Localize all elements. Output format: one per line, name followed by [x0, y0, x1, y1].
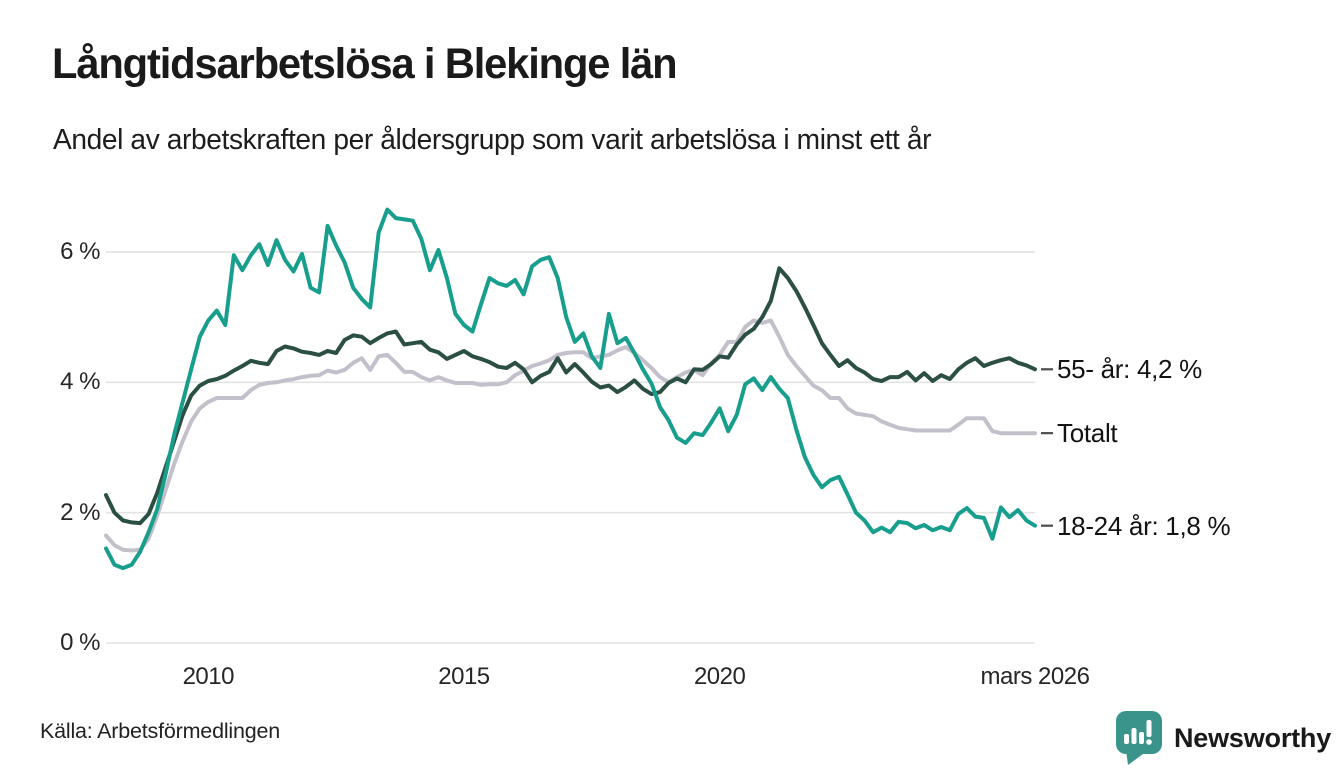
newsworthy-logo: Newsworthy — [1113, 708, 1331, 766]
y-tick-label: 6 % — [60, 237, 100, 265]
series-end-label-18-24år: 18-24 år: 1,8 % — [1057, 510, 1231, 541]
x-tick-label: 2015 — [438, 663, 490, 690]
series-line-55-år — [104, 266, 1037, 526]
x-tick-label: 2020 — [693, 663, 746, 690]
source-note: Källa: Arbetsförmedlingen — [40, 719, 281, 743]
page-title: Långtidsarbetslösa i Blekinge län — [52, 40, 678, 88]
newsworthy-wordmark: Newsworthy — [1174, 722, 1332, 753]
newsworthy-icon — [1116, 711, 1162, 765]
y-tick-label: 0 % — [60, 629, 100, 656]
x-tick-label: mars 2026 — [980, 663, 1090, 690]
x-tick-label: 2010 — [182, 663, 235, 690]
series-line-Totalt — [104, 318, 1037, 553]
chart-subtitle: Andel av arbetskraften per åldersgrupp s… — [53, 124, 932, 156]
series-line-18-24år — [104, 207, 1037, 571]
series-end-label-55-år: 55- år: 4,2 % — [1057, 354, 1202, 385]
y-tick-label: 4 % — [60, 368, 100, 396]
y-tick-label: 2 % — [60, 498, 100, 526]
series-end-label-Totalt: Totalt — [1057, 418, 1118, 449]
